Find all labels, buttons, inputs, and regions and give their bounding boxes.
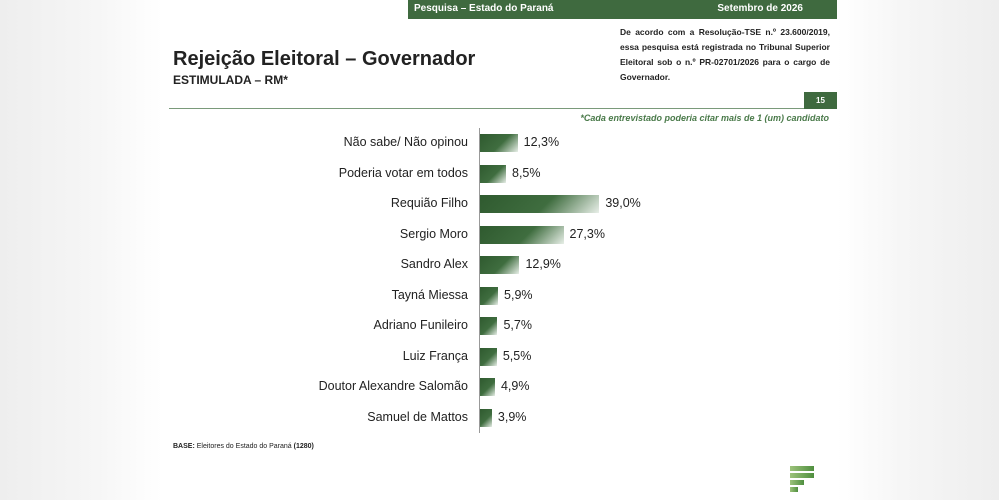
chart-axis (479, 128, 480, 433)
bar-category-label: Requião Filho (390, 196, 468, 210)
bar (480, 378, 495, 396)
left-backdrop (0, 0, 162, 500)
right-backdrop (837, 0, 999, 500)
brand-logo (790, 466, 814, 496)
bar (480, 347, 497, 366)
bar-value-label: 12,9% (525, 257, 561, 271)
page-title: Rejeição Eleitoral – Governador (173, 48, 476, 70)
bar-category-label: Poderia votar em todos (338, 165, 468, 180)
bar (480, 164, 506, 183)
bar (480, 256, 520, 274)
bar-value-label: 5,7% (503, 318, 532, 332)
bar-category-label: Adriano Funileiro (373, 318, 469, 332)
bar-category-label: Samuel de Mattos (367, 409, 468, 424)
bar-value-label: 27,3% (569, 226, 605, 241)
footnote: *Cada entrevistado poderia citar mais de… (580, 113, 829, 123)
bar (480, 195, 600, 213)
bar-category-label: Não sabe/ Não opinou (343, 135, 468, 149)
bar-value-label: 3,9% (497, 409, 527, 424)
bar (480, 408, 492, 427)
bar-value-label: 39,0% (605, 196, 641, 210)
base-note: BASE: Eleitores do Estado do Paraná (128… (173, 443, 314, 450)
bar-category-label: Luiz França (402, 348, 468, 363)
base-description: Eleitores do Estado do Paraná (196, 443, 292, 450)
rejection-bar-chart: Não sabe/ Não opinou 12,3% Poderia votar e… (162, 122, 837, 438)
bar-category-label: Tayná Miessa (391, 287, 468, 302)
slide: Pesquisa – Estado do Paraná Setembro de … (162, 0, 837, 500)
bar (480, 225, 564, 244)
bar-value-label: 12,3% (523, 135, 560, 149)
bar (480, 317, 498, 335)
bar-value-label: 5,5% (502, 348, 532, 363)
header-bar: Pesquisa – Estado do Paraná Setembro de … (408, 0, 837, 19)
base-label: BASE: (173, 443, 195, 450)
survey-label: Pesquisa – Estado do Paraná (414, 3, 554, 14)
bar-value-label: 4,9% (500, 379, 530, 393)
date-label: Setembro de 2026 (717, 3, 803, 14)
bar-category-label: Sergio Moro (399, 226, 468, 241)
page-subtitle: ESTIMULADA – RM* (173, 73, 288, 87)
bar-category-label: Doutor Alexandre Salomão (318, 379, 468, 393)
base-count: (1280) (293, 443, 314, 450)
bar-category-label: Sandro Alex (400, 257, 468, 271)
bar (480, 286, 499, 305)
registration-note: De acordo com a Resolução-TSE n.º 23.600… (620, 27, 830, 82)
bar (480, 134, 518, 152)
page-number: 15 (804, 92, 837, 109)
bar-value-label: 5,9% (504, 287, 533, 302)
header-divider (169, 108, 809, 109)
bar-value-label: 8,5% (512, 165, 541, 180)
